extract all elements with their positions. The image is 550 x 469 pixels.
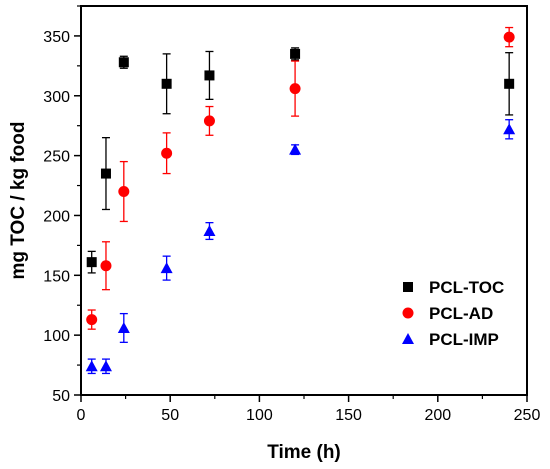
y-tick-label: 250 [43,149,70,166]
y-tick-label: 50 [52,388,70,405]
data-point [204,70,215,81]
data-point [290,48,301,59]
legend-marker [402,333,414,344]
x-tick-label: 100 [246,407,273,424]
data-point [161,147,173,159]
legend-item: PCL-IMP [402,330,499,349]
y-tick-label: 200 [43,208,70,225]
y-tick-label: 100 [43,328,70,345]
legend-label: PCL-TOC [429,278,504,297]
legend-item: PCL-AD [402,304,493,323]
data-point [203,115,215,127]
series-pcl-toc [86,47,515,274]
y-tick-label: 350 [43,29,70,46]
y-tick-label: 150 [43,268,70,285]
data-point [503,123,516,135]
data-point [100,260,112,272]
x-tick-label: 200 [424,407,451,424]
series-pcl-imp [85,119,516,375]
y-axis-title: mg TOC / kg food [8,122,29,280]
data-point [289,83,301,95]
data-point [118,186,130,198]
x-tick-label: 150 [335,407,362,424]
data-point [86,314,98,326]
data-series [85,26,516,375]
data-point [85,360,98,372]
data-point [99,360,112,372]
x-axis-title: Time (h) [267,442,341,463]
data-point [161,78,172,89]
y-tick-label: 300 [43,89,70,106]
legend: PCL-TOC PCL-AD PCL-IMP [402,278,504,349]
legend-label: PCL-AD [429,304,493,323]
x-tick-label: 50 [161,407,179,424]
data-point [160,262,173,274]
data-point [118,57,129,68]
x-tick-label: 0 [77,407,86,424]
data-point [203,225,216,237]
axis-ticks: 0 50 100 150 200 250 50 100 150 200 250 300 350 [43,5,541,424]
legend-item: PCL-TOC [403,278,504,297]
data-point [100,168,111,179]
data-point [503,31,515,43]
series-pcl-ad [86,26,515,330]
legend-marker [403,282,413,292]
legend-label: PCL-IMP [429,330,499,349]
data-point [504,78,515,89]
legend-marker [402,307,414,319]
data-point [86,257,97,268]
data-point [289,143,302,155]
data-point [117,321,130,333]
x-tick-label: 250 [514,407,541,424]
